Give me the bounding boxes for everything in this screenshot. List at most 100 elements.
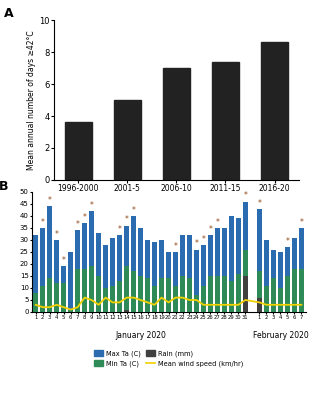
Text: *: * — [55, 230, 59, 239]
Bar — [110, 238, 115, 312]
Y-axis label: Mean annual number of days ≥42°C: Mean annual number of days ≥42°C — [27, 30, 36, 170]
Text: *: * — [76, 220, 80, 229]
Text: *: * — [209, 225, 212, 234]
Bar — [215, 228, 220, 312]
Bar — [257, 298, 262, 312]
Bar — [145, 240, 150, 312]
Text: *: * — [215, 218, 220, 227]
Bar — [243, 276, 248, 312]
Bar — [138, 228, 143, 312]
Bar — [243, 250, 248, 312]
Text: *: * — [285, 237, 289, 246]
Bar — [257, 271, 262, 312]
Bar — [271, 250, 276, 312]
Bar — [229, 281, 234, 312]
Bar — [180, 235, 185, 312]
Bar — [285, 276, 290, 312]
Bar — [131, 271, 136, 312]
Bar — [278, 252, 283, 312]
Bar — [264, 240, 269, 312]
Bar — [285, 247, 290, 312]
Text: *: * — [132, 206, 135, 215]
Bar — [117, 235, 122, 312]
Text: *: * — [300, 218, 303, 227]
Bar — [152, 242, 157, 312]
Bar — [40, 228, 45, 312]
Bar — [124, 266, 129, 312]
Bar — [243, 202, 248, 312]
Bar — [236, 218, 241, 312]
Bar — [173, 252, 178, 312]
Bar — [61, 283, 66, 312]
Bar — [96, 233, 101, 312]
Bar — [187, 278, 192, 312]
Bar — [299, 228, 304, 312]
Bar — [264, 286, 269, 312]
Text: *: * — [202, 234, 205, 244]
Text: *: * — [174, 242, 177, 251]
Bar — [33, 235, 38, 312]
Bar — [89, 211, 94, 312]
Bar — [271, 278, 276, 312]
Bar — [40, 286, 45, 312]
Bar — [117, 281, 122, 312]
Bar — [201, 245, 206, 312]
Bar — [278, 288, 283, 312]
Bar — [159, 240, 164, 312]
Bar — [194, 250, 199, 312]
Bar — [96, 276, 101, 312]
X-axis label: Years: Years — [165, 199, 187, 208]
Bar — [124, 226, 129, 312]
Bar — [47, 278, 52, 312]
Bar — [75, 269, 80, 312]
Legend: Max Ta (C), Min Ta (C), Rain (mm), Mean wind speed (km/hr): Max Ta (C), Min Ta (C), Rain (mm), Mean … — [92, 349, 245, 368]
Bar — [159, 278, 164, 312]
Text: *: * — [117, 225, 122, 234]
Bar — [222, 276, 227, 312]
Bar — [82, 269, 87, 312]
Text: *: * — [257, 199, 261, 208]
Text: *: * — [125, 215, 129, 224]
Text: *: * — [62, 256, 66, 265]
Bar — [33, 293, 38, 312]
Text: February 2020: February 2020 — [253, 332, 308, 340]
Bar — [54, 240, 59, 312]
Bar — [68, 252, 73, 312]
Text: A: A — [4, 7, 14, 20]
Bar — [103, 245, 108, 312]
Bar — [89, 266, 94, 312]
Bar — [54, 283, 59, 312]
Bar — [110, 286, 115, 312]
Bar — [299, 269, 304, 312]
Text: *: * — [48, 196, 52, 205]
Bar — [257, 209, 262, 312]
Text: January 2020: January 2020 — [115, 332, 166, 340]
Bar — [261, 42, 288, 180]
Bar — [145, 278, 150, 312]
Bar — [131, 216, 136, 312]
Text: *: * — [90, 201, 94, 210]
Text: *: * — [83, 213, 87, 222]
Bar — [201, 286, 206, 312]
Bar — [180, 276, 185, 312]
Bar — [103, 288, 108, 312]
Bar — [166, 278, 171, 312]
Bar — [47, 206, 52, 312]
Bar — [82, 223, 87, 312]
Bar — [208, 276, 213, 312]
Bar — [194, 295, 199, 312]
Bar — [163, 68, 190, 180]
Bar — [212, 62, 239, 180]
Bar — [215, 276, 220, 312]
Bar — [138, 276, 143, 312]
Text: *: * — [195, 239, 198, 248]
Bar — [208, 235, 213, 312]
Bar — [229, 216, 234, 312]
Bar — [292, 269, 297, 312]
Bar — [222, 228, 227, 312]
Bar — [61, 266, 66, 312]
Bar — [75, 230, 80, 312]
Bar — [124, 310, 129, 312]
Bar — [152, 286, 157, 312]
Text: *: * — [243, 192, 247, 200]
